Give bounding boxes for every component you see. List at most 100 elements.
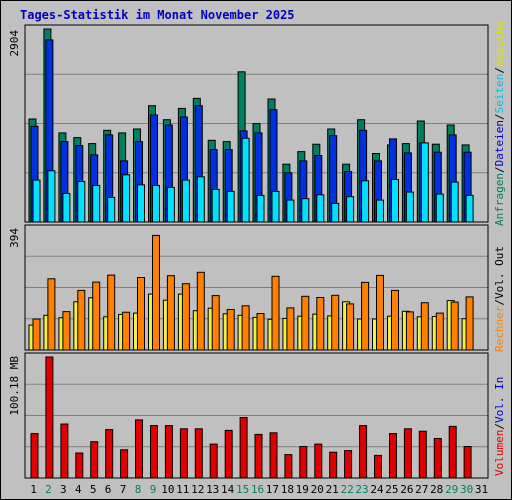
rechner-bar [62, 311, 71, 351]
right-legend-bottom-part: Volumen [493, 430, 506, 476]
rechner-bar [465, 296, 474, 351]
rechner-bar [77, 289, 86, 351]
right-legend-top-part: / [493, 166, 506, 173]
rechner-bar [271, 275, 280, 351]
day-label: 21 [326, 483, 339, 496]
seiten-bar [181, 179, 190, 223]
volumen-bar [403, 428, 412, 479]
day-label: 11 [176, 483, 189, 496]
rechner-bar [196, 271, 205, 351]
seiten-bar [316, 194, 325, 223]
right-legend-middle-part: Rechner [493, 305, 506, 352]
seiten-bar [137, 184, 145, 223]
seiten-bar [420, 142, 429, 223]
top-y-max-label: 2904 [8, 30, 21, 57]
day-label: 19 [296, 483, 309, 496]
day-label: 25 [385, 483, 398, 496]
right-legend-middle-part: Vol. Out [493, 246, 506, 299]
day-label: 9 [150, 483, 157, 496]
day-label: 14 [221, 483, 235, 496]
volumen-bar [209, 443, 218, 479]
volumen-bar [30, 433, 39, 479]
right-legend-bottom-part: Vol. In [493, 377, 506, 423]
seiten-bar [346, 196, 355, 223]
seiten-bar [450, 181, 459, 223]
seiten-bar [391, 179, 399, 223]
volumen-bar [90, 441, 99, 479]
right-legend-top-part: Dateien [493, 120, 506, 166]
rechner-bar [331, 294, 340, 351]
volumen-bar [75, 452, 84, 479]
rechner-bar [226, 309, 235, 351]
rechner-bar [435, 312, 444, 351]
bottom-y-max-label: 100.18 MB [8, 356, 21, 416]
rechner-bar [376, 274, 384, 351]
volumen-bar [254, 433, 263, 479]
volumen-bar [179, 428, 188, 479]
day-label: 22 [340, 483, 353, 496]
seiten-bar [405, 191, 414, 223]
seiten-bar [196, 176, 205, 223]
day-label: 5 [90, 483, 97, 496]
right-legend-top-part: Anfragen [493, 173, 506, 226]
seiten-bar [226, 190, 235, 223]
seiten-bar [465, 194, 474, 223]
right-legend-top: Anfragen/Dateien/Seiten/Besuche [493, 21, 506, 226]
rechner-bar [346, 303, 355, 351]
day-label: 10 [161, 483, 174, 496]
bottom-panel-border [24, 352, 489, 479]
seiten-bar [47, 170, 56, 223]
volumen-bar [194, 428, 203, 479]
day-label: 8 [135, 483, 142, 496]
volumen-bar [299, 446, 308, 479]
day-label: 23 [355, 483, 368, 496]
rechner-bar [286, 307, 295, 351]
seiten-bar [211, 188, 220, 223]
seiten-bar [32, 179, 41, 223]
volumen-bar [329, 451, 338, 479]
volumen-bar [224, 429, 233, 479]
day-label: 16 [251, 483, 264, 496]
day-label: 7 [120, 483, 127, 496]
rechner-bar [152, 234, 160, 351]
volumen-bar [433, 438, 442, 479]
day-label: 18 [281, 483, 294, 496]
volumen-bar [45, 356, 54, 479]
day-label: 26 [400, 483, 413, 496]
day-label: 28 [430, 483, 443, 496]
rechner-bar [211, 295, 220, 351]
seiten-bar [271, 190, 280, 223]
rechner-bar [32, 318, 41, 351]
day-label: 24 [370, 483, 384, 496]
seiten-bar [301, 198, 310, 223]
volumen-bar [239, 417, 248, 479]
middle-y-max-label: 394 [8, 228, 21, 248]
day-label: 17 [266, 483, 279, 496]
volumen-bar [120, 449, 129, 479]
rechner-bar [301, 295, 310, 351]
seiten-bar [256, 194, 265, 223]
rechner-bar [122, 311, 131, 351]
right-legend-top-part: Seiten [493, 74, 506, 114]
seiten-bar [376, 199, 384, 223]
volumen-bar [374, 454, 382, 479]
rechner-bar [181, 283, 190, 351]
seiten-bar [241, 137, 250, 223]
day-label: 4 [75, 483, 82, 496]
volumen-bar [359, 425, 368, 479]
rechner-bar [361, 281, 370, 351]
day-label: 31 [475, 483, 488, 496]
right-legend-bottom-part: / [493, 423, 506, 430]
seiten-bar [92, 184, 101, 223]
rechner-bar [241, 305, 250, 351]
volumen-bar [344, 450, 353, 479]
day-label: 2 [45, 483, 52, 496]
volumen-bar [448, 425, 457, 479]
rechner-bar [47, 278, 56, 351]
rechner-bar [92, 281, 101, 351]
rechner-bar [107, 274, 116, 351]
volumen-bar [463, 446, 472, 479]
rechner-bar [420, 302, 429, 351]
seiten-bar [361, 180, 370, 223]
